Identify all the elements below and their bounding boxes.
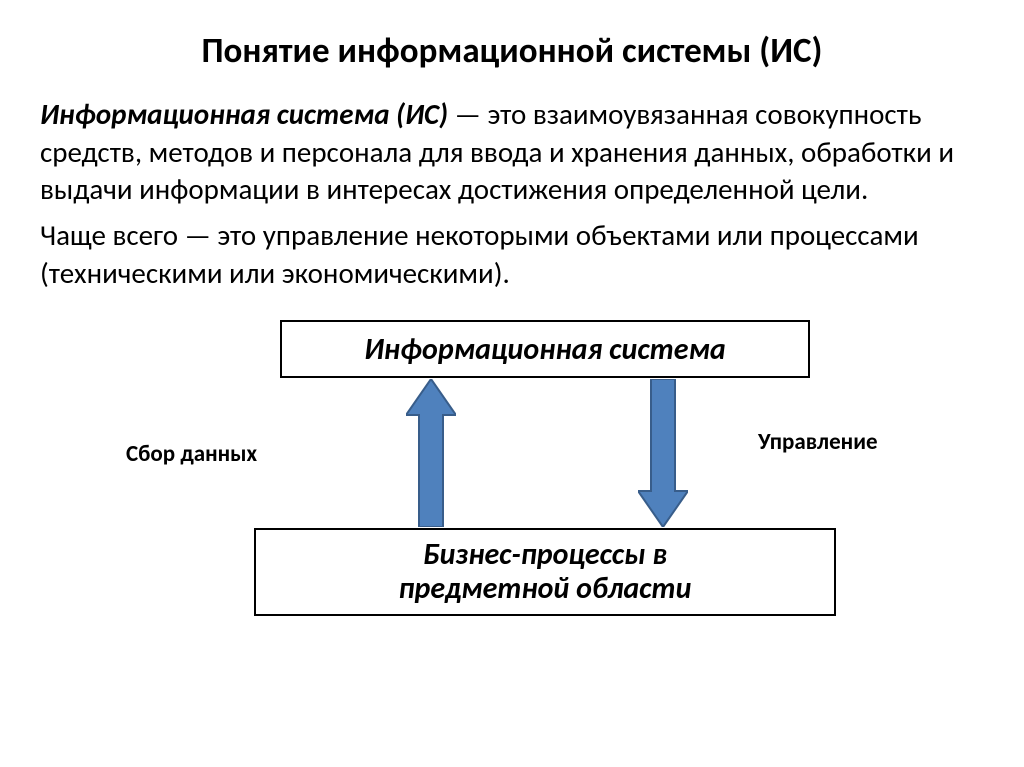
diagram-box-bottom-line2: предметной области — [399, 570, 692, 607]
definition-paragraph: Информационная система (ИС) — это взаимо… — [40, 96, 984, 209]
diagram-box-top: Информационная система — [280, 320, 810, 378]
secondary-paragraph: Чаще всего — это управление некоторыми о… — [40, 217, 984, 292]
arrow-up-icon — [406, 379, 456, 527]
definition-term: Информационная система (ИС) — [40, 96, 448, 132]
diagram-box-bottom: Бизнес-процессы в предметной области — [254, 528, 836, 616]
diagram-box-bottom-line1: Бизнес-процессы в — [423, 536, 667, 573]
page-title: Понятие информационной системы (ИС) — [40, 30, 984, 72]
diagram: Информационная система Сбор данных Управ… — [40, 320, 984, 660]
diagram-box-top-label: Информационная система — [364, 331, 726, 368]
page: Понятие информационной системы (ИС) Инфо… — [0, 0, 1024, 767]
arrow-down-icon — [638, 379, 688, 527]
arrow-label-right: Управление — [758, 428, 878, 456]
arrow-label-left: Сбор данных — [126, 440, 257, 468]
